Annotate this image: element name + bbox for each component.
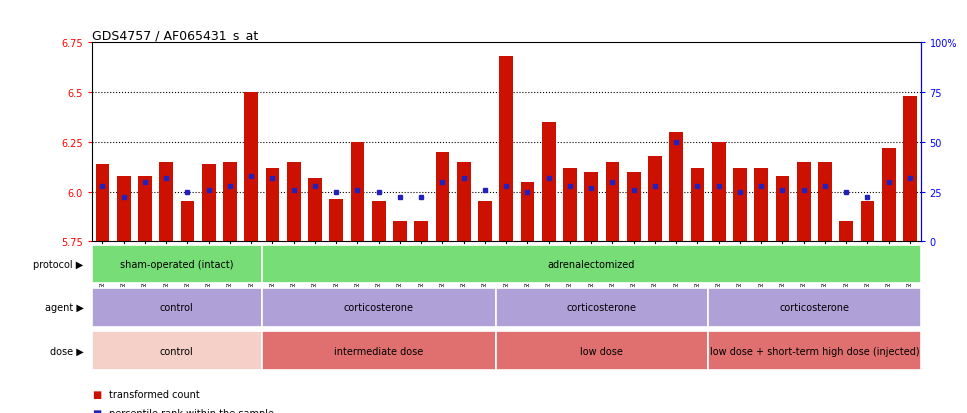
Text: corticosterone: corticosterone bbox=[567, 303, 637, 313]
Text: GDS4757 / AF065431_s_at: GDS4757 / AF065431_s_at bbox=[92, 29, 258, 42]
Bar bbox=[266, 168, 279, 242]
Bar bbox=[372, 202, 386, 242]
Bar bbox=[160, 162, 173, 242]
Bar bbox=[456, 162, 471, 242]
Bar bbox=[478, 202, 492, 242]
Text: low dose: low dose bbox=[580, 346, 624, 356]
Bar bbox=[903, 97, 917, 242]
Bar bbox=[584, 172, 599, 242]
Bar bbox=[308, 178, 322, 242]
Bar bbox=[754, 168, 768, 242]
Text: ■: ■ bbox=[92, 389, 102, 399]
Bar bbox=[414, 222, 428, 242]
Bar bbox=[690, 168, 704, 242]
Bar bbox=[262, 332, 496, 370]
Text: corticosterone: corticosterone bbox=[779, 303, 849, 313]
Bar bbox=[669, 133, 683, 242]
Bar bbox=[117, 176, 131, 242]
Bar bbox=[287, 162, 301, 242]
Text: adrenalectomized: adrenalectomized bbox=[547, 259, 635, 269]
Bar bbox=[92, 332, 262, 370]
Bar bbox=[563, 168, 577, 242]
Bar bbox=[92, 245, 262, 284]
Bar bbox=[797, 162, 810, 242]
Bar bbox=[605, 162, 620, 242]
Bar bbox=[496, 288, 708, 327]
Bar bbox=[882, 148, 895, 242]
Bar bbox=[138, 176, 152, 242]
Bar bbox=[351, 142, 365, 242]
Bar bbox=[712, 142, 725, 242]
Bar bbox=[499, 57, 513, 242]
Text: transformed count: transformed count bbox=[109, 389, 200, 399]
Bar bbox=[435, 152, 450, 242]
Bar bbox=[708, 332, 921, 370]
Bar bbox=[733, 168, 747, 242]
Text: ■: ■ bbox=[92, 408, 102, 413]
Text: low dose + short-term high dose (injected): low dose + short-term high dose (injecte… bbox=[710, 346, 920, 356]
Bar bbox=[92, 288, 262, 327]
Bar bbox=[202, 164, 216, 242]
Text: agent ▶: agent ▶ bbox=[44, 303, 83, 313]
Text: sham-operated (intact): sham-operated (intact) bbox=[120, 259, 234, 269]
Bar bbox=[262, 245, 921, 284]
Bar bbox=[839, 222, 853, 242]
Bar bbox=[245, 93, 258, 242]
Text: percentile rank within the sample: percentile rank within the sample bbox=[109, 408, 275, 413]
Bar bbox=[861, 202, 874, 242]
Bar bbox=[330, 200, 343, 242]
Bar bbox=[708, 288, 921, 327]
Bar bbox=[393, 222, 407, 242]
Bar bbox=[181, 202, 194, 242]
Bar bbox=[520, 182, 535, 242]
Bar bbox=[776, 176, 789, 242]
Bar bbox=[818, 162, 832, 242]
Bar bbox=[496, 332, 708, 370]
Text: protocol ▶: protocol ▶ bbox=[33, 259, 83, 269]
Bar bbox=[627, 172, 640, 242]
Bar bbox=[96, 164, 109, 242]
Text: corticosterone: corticosterone bbox=[343, 303, 414, 313]
Text: control: control bbox=[160, 346, 193, 356]
Bar bbox=[223, 162, 237, 242]
Text: intermediate dose: intermediate dose bbox=[335, 346, 424, 356]
Bar bbox=[542, 123, 556, 242]
Bar bbox=[648, 157, 661, 242]
Bar bbox=[262, 288, 496, 327]
Text: dose ▶: dose ▶ bbox=[50, 346, 83, 356]
Text: control: control bbox=[160, 303, 193, 313]
